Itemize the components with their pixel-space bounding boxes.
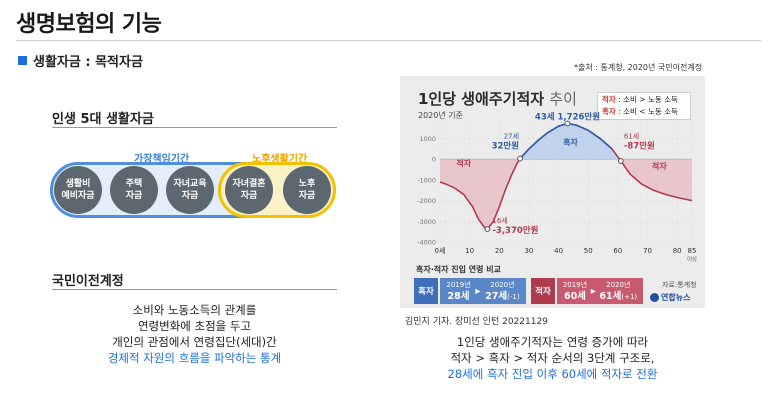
annotation-value-27: 32만원 — [492, 140, 520, 151]
annotation-peak-43: 43세 1,726만원 — [535, 112, 600, 123]
chart-title-main: 1인당 생애주기적자 — [418, 90, 545, 108]
deficit-area — [440, 159, 692, 229]
image-credit: 김민지 기자. 장미선 인턴 20221129 — [405, 317, 548, 327]
surplus-area — [440, 123, 692, 160]
x-tick-label: 0세 — [435, 246, 446, 255]
y-tick-label: -1000 — [417, 176, 436, 184]
y-tick-label: 0 — [432, 156, 436, 164]
section-heading: 생활자금 : 목적자금 — [18, 51, 143, 70]
deficit-year-2: 2020년 — [606, 280, 631, 289]
data-point — [617, 158, 624, 164]
fund-circle-retirement: 노후 자금 — [283, 166, 331, 214]
annotation-age-16: 16세 — [492, 216, 507, 225]
region-label-deficit-left: 적자 — [456, 158, 471, 168]
summary-line-3: 28세에 흑자 진입 이후 60세에 적자로 전환 — [447, 367, 658, 381]
data-point — [484, 226, 491, 232]
y-tick-label: 1000 — [419, 135, 436, 143]
annotation-age-27: 27세 — [504, 132, 519, 141]
region-label-deficit-right: 적자 — [652, 161, 667, 171]
nta-line-4: 경제적 자원의 흐름을 파악하는 통계 — [107, 351, 282, 365]
fund-circle-living: 생활비 예비자금 — [54, 166, 102, 214]
chart-data-source: 자료:통계청 — [662, 281, 697, 289]
annotation-age-61: 61세 — [624, 132, 639, 141]
x-tick-label-sub: 이상 — [687, 255, 697, 262]
data-point — [564, 120, 571, 127]
bullet-square-icon — [18, 56, 27, 65]
nta-line-3: 개인의 관점에서 연령집단(세대)간 — [112, 335, 277, 349]
page-title: 생명보험의 기능 — [16, 12, 162, 37]
fund-circle-education: 자녀교육 자금 — [166, 166, 214, 214]
data-point — [517, 155, 523, 162]
surplus-delta: (-1) — [507, 292, 520, 301]
x-tick-label: 10 — [465, 247, 474, 255]
period-core-label: 가장책임기간 — [134, 154, 190, 165]
nta-title: 국민이전계정 — [52, 274, 124, 289]
legend-surplus-desc: : 소비 < 노동 소득 — [618, 107, 678, 116]
chart-subtitle: 2020년 기준 — [418, 111, 463, 120]
deficit-delta: (+1) — [621, 292, 638, 301]
lifecycle-deficit-chart: 1000 0 -1000 -2000 -3000 -4000 0세 10 20 30 40 50 60… — [417, 112, 698, 262]
x-tick-label: 40 — [554, 247, 563, 255]
arrow-right-icon: ▸ — [590, 285, 596, 297]
compare-surplus-label: 흑자 — [414, 278, 438, 304]
chart-fills — [440, 123, 692, 229]
deficit-year-1: 2019년 — [562, 281, 588, 289]
legend-deficit-key: 적자 — [602, 95, 616, 104]
legend-surplus-key: 흑자 — [602, 107, 616, 116]
nta-line-2: 연령변화에 초점을 두고 — [137, 319, 252, 333]
surplus-age-2: 27세 — [485, 290, 508, 302]
compare-deficit-label: 적자 — [531, 278, 555, 304]
x-tick-label: 70 — [643, 247, 652, 255]
compare-surplus-box: 2019년 28세 ▸ 2020년 27세(-1) — [440, 278, 526, 304]
deficit-age-2: 61세 — [599, 290, 622, 302]
fund-circle-marriage: 자녀결혼 자금 — [225, 166, 273, 214]
chart-title: 1인당 생애주기적자 추이 — [418, 88, 577, 109]
series-line-surplus — [519, 122, 613, 160]
agency-logo-text: 연합뉴스 — [661, 293, 691, 302]
y-tick-label: -3000 — [417, 218, 436, 226]
chart-title-light: 추이 — [549, 90, 577, 108]
x-tick-label: 80 — [673, 247, 682, 255]
nta-line-1: 소비와 노동소득의 관계를 — [132, 303, 257, 317]
legend-deficit-desc: : 소비 > 노동 소득 — [618, 95, 678, 104]
x-tick-label: 50 — [584, 247, 593, 255]
agency-logo-icon — [650, 293, 659, 302]
y-tick-label: -4000 — [417, 239, 436, 247]
x-tick-label: 20 — [495, 247, 504, 255]
summary-line-1: 1인당 생애주기적자는 연령 증가에 따라 — [456, 335, 649, 349]
x-tick-label: 60 — [613, 247, 622, 255]
annotation-value-61: -87만원 — [624, 140, 655, 151]
annotation-value-16: -3,370만원 — [492, 225, 538, 236]
funds-title: 인생 5대 생활자금 — [52, 112, 154, 127]
fund-circle-housing: 주택 자금 — [110, 166, 158, 214]
compare-title: 흑자·적자 진입 연령 비교 — [416, 265, 501, 274]
summary-line-2: 적자 > 흑자 > 적자 순서의 3단계 구조로, — [450, 351, 655, 365]
agency-logo: 연합뉴스 — [650, 292, 690, 303]
source-note: *출처 : 통계청, 2020년 국민이전계정 — [574, 63, 703, 72]
chart-legend: 적자 : 소비 > 노동 소득 흑자 : 소비 < 노동 소득 — [597, 92, 691, 120]
section-heading-text: 생활자금 : 목적자금 — [33, 55, 143, 70]
compare-deficit-box: 2019년 60세 ▸ 2020년 61세(+1) — [557, 278, 643, 304]
x-tick-label: 30 — [524, 247, 533, 255]
surplus-year-1: 2019년 — [446, 281, 471, 289]
chart-line-group — [439, 120, 693, 232]
title-divider — [16, 40, 761, 41]
funds-divider — [52, 127, 337, 128]
surplus-age-1: 28세 — [447, 291, 470, 302]
period-retire-label: 노후생활기간 — [252, 154, 308, 165]
surplus-year-2: 2020년 — [490, 280, 515, 289]
deficit-age-1: 60세 — [563, 291, 586, 302]
arrow-right-icon: ▸ — [475, 285, 481, 297]
y-axis-labels: 1000 0 -1000 -2000 -3000 -4000 — [417, 135, 436, 246]
nta-divider — [52, 289, 337, 290]
y-tick-label: -2000 — [417, 197, 436, 205]
x-tick-label: 85 — [688, 247, 697, 255]
region-label-surplus: 흑자 — [563, 137, 578, 147]
